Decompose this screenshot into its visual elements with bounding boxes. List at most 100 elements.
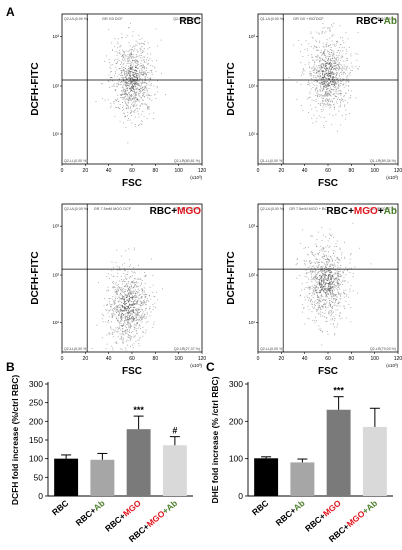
event-dot bbox=[328, 260, 330, 262]
event-dot bbox=[134, 70, 135, 72]
event-dot bbox=[125, 327, 127, 328]
event-dot bbox=[145, 274, 147, 276]
event-dot bbox=[125, 81, 127, 83]
event-dot bbox=[338, 47, 340, 49]
event-dot bbox=[136, 70, 138, 72]
event-dot bbox=[136, 303, 138, 305]
event-dot bbox=[334, 61, 336, 63]
event-dot bbox=[134, 83, 136, 85]
event-dot bbox=[127, 63, 129, 64]
event-dot bbox=[321, 289, 323, 291]
event-dot bbox=[129, 77, 131, 79]
event-dot bbox=[106, 276, 108, 277]
event-dot bbox=[130, 83, 132, 85]
event-dot bbox=[335, 86, 337, 88]
event-dot bbox=[333, 72, 334, 74]
event-dot bbox=[140, 82, 142, 84]
event-dot bbox=[357, 31, 359, 33]
event-dot bbox=[345, 80, 347, 82]
event-dot bbox=[324, 92, 326, 94]
event-dot bbox=[146, 312, 148, 314]
event-dot bbox=[318, 283, 320, 285]
event-dot bbox=[300, 62, 302, 64]
event-dot bbox=[117, 298, 118, 299]
event-dot bbox=[327, 99, 329, 100]
event-dot bbox=[315, 56, 317, 58]
event-dot bbox=[133, 267, 135, 269]
event-dot bbox=[349, 72, 351, 74]
event-dot bbox=[123, 89, 125, 91]
event-dot bbox=[333, 281, 335, 283]
event-dot bbox=[116, 312, 117, 313]
event-dot bbox=[334, 90, 336, 92]
event-dot bbox=[121, 70, 123, 72]
bar bbox=[54, 458, 79, 496]
event-dot bbox=[330, 305, 332, 307]
event-dot bbox=[145, 276, 146, 277]
event-dot bbox=[316, 65, 317, 67]
event-dot bbox=[130, 49, 132, 51]
event-dot bbox=[327, 91, 329, 93]
event-dot bbox=[323, 280, 325, 282]
y-tick-label: 10² bbox=[52, 273, 59, 278]
event-dot bbox=[344, 241, 345, 243]
event-dot bbox=[314, 306, 315, 308]
event-dot bbox=[124, 321, 126, 323]
event-dot bbox=[125, 341, 127, 342]
event-dot bbox=[150, 53, 152, 55]
event-dot bbox=[150, 95, 152, 97]
event-dot bbox=[322, 83, 324, 84]
event-dot bbox=[121, 295, 123, 297]
event-dot bbox=[128, 73, 130, 74]
event-dot bbox=[312, 301, 313, 303]
event-dot bbox=[339, 293, 341, 295]
event-dot bbox=[127, 101, 129, 103]
event-dot bbox=[321, 81, 323, 83]
event-dot bbox=[124, 310, 126, 311]
event-dot bbox=[115, 51, 117, 53]
event-dot bbox=[309, 85, 311, 87]
x-tick-label: 40 bbox=[302, 356, 308, 362]
event-dot bbox=[342, 73, 344, 75]
event-dot bbox=[329, 103, 331, 105]
event-dot bbox=[125, 313, 127, 315]
event-dot bbox=[332, 286, 334, 287]
event-dot bbox=[337, 85, 339, 87]
event-dot bbox=[132, 315, 133, 317]
event-dot bbox=[136, 91, 138, 93]
event-dot bbox=[137, 339, 139, 341]
event-dot bbox=[132, 297, 133, 299]
event-dot bbox=[324, 255, 326, 257]
event-dot bbox=[331, 57, 333, 59]
event-dot bbox=[143, 71, 145, 73]
event-dot bbox=[330, 72, 332, 74]
event-dot bbox=[119, 287, 121, 289]
event-dot bbox=[127, 320, 129, 322]
event-dot bbox=[118, 38, 119, 40]
event-dot bbox=[132, 98, 134, 99]
event-dot bbox=[329, 62, 331, 63]
event-dot bbox=[110, 309, 111, 311]
y-tick-label: 150 bbox=[29, 435, 43, 445]
event-dot bbox=[139, 306, 141, 308]
event-dot bbox=[323, 117, 325, 118]
event-dot bbox=[330, 73, 332, 75]
event-dot bbox=[127, 106, 129, 108]
event-dot bbox=[336, 101, 338, 103]
event-dot bbox=[307, 50, 308, 52]
event-dot bbox=[147, 299, 148, 301]
event-dot bbox=[129, 45, 131, 47]
event-dot bbox=[322, 306, 324, 308]
x-unit-label: (x10³) bbox=[386, 175, 398, 180]
event-dot bbox=[144, 43, 145, 45]
event-dot bbox=[133, 328, 135, 330]
quadrant-lr-label: Q2-LR(79,03 %) bbox=[370, 347, 396, 351]
event-dot bbox=[91, 348, 93, 349]
event-dot bbox=[140, 73, 142, 75]
event-dot bbox=[133, 76, 135, 78]
event-dot bbox=[336, 59, 337, 61]
event-dot bbox=[335, 277, 337, 279]
event-dot bbox=[127, 330, 128, 332]
event-dot bbox=[129, 74, 131, 75]
event-dot bbox=[350, 254, 351, 256]
